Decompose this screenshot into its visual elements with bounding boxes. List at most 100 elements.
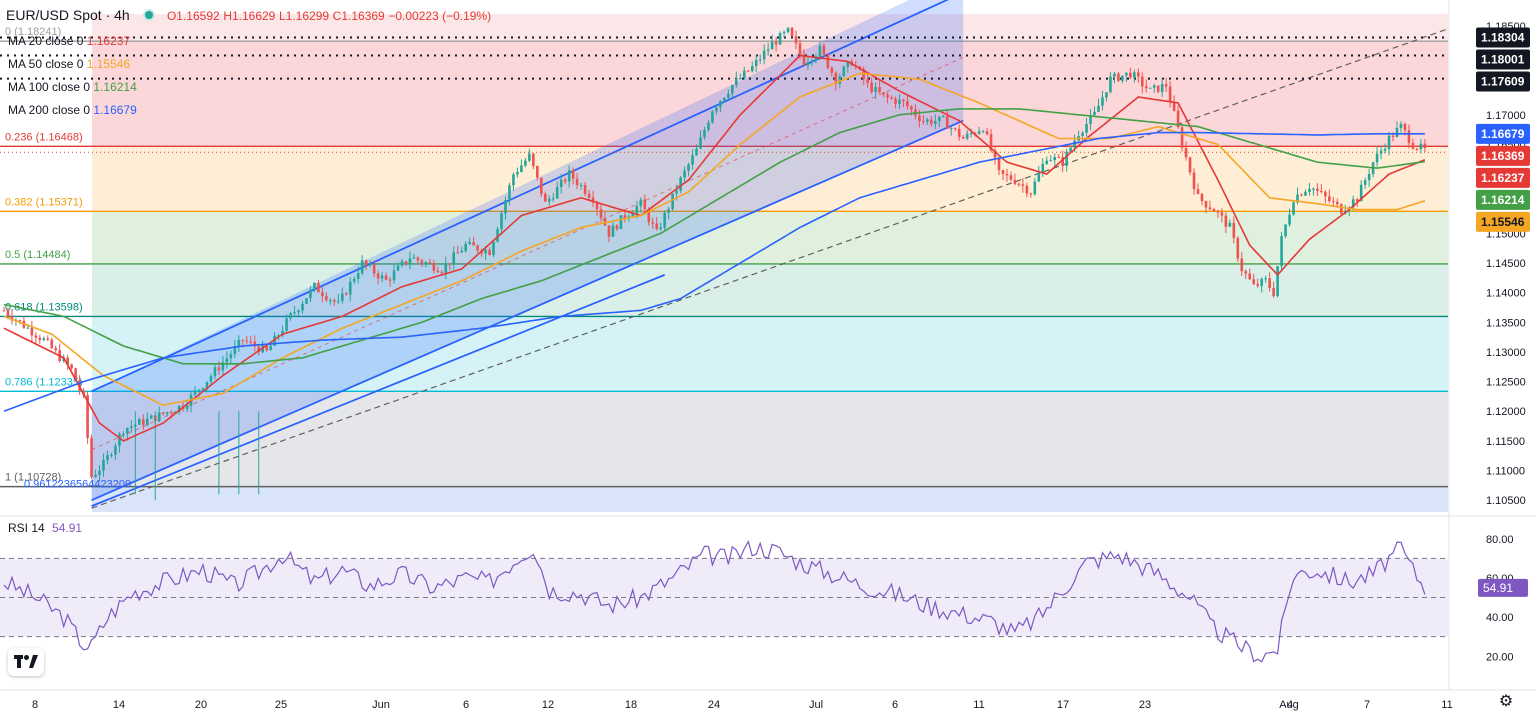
candle-body <box>18 320 22 322</box>
candle-body <box>440 272 444 274</box>
candle-body <box>750 66 754 72</box>
candle-body <box>981 131 985 133</box>
candle-body <box>161 412 165 414</box>
candle-body <box>882 92 885 95</box>
candle-body <box>575 178 579 186</box>
legend-ma100[interactable]: MA 100 close 0 1.16214 <box>8 76 137 99</box>
rsi-line <box>3 540 1426 663</box>
candle-body <box>110 454 113 456</box>
candle-body <box>1137 72 1140 77</box>
ohlc-open: O1.16592 <box>166 9 220 23</box>
price-tag <box>1476 123 1530 144</box>
candle-body <box>961 136 965 139</box>
candle-body <box>934 121 937 124</box>
candle-body <box>715 107 718 112</box>
candle-body <box>551 198 555 200</box>
candle-body <box>512 174 515 186</box>
candle-body <box>205 381 209 389</box>
candle-body <box>918 115 921 121</box>
candle-body <box>1061 157 1064 166</box>
candle-body <box>603 218 607 226</box>
candle-body <box>1260 278 1263 286</box>
candle-body <box>607 225 611 237</box>
candle-body <box>313 282 316 290</box>
legend-ma200[interactable]: MA 200 close 0 1.16679 <box>8 99 137 122</box>
candle-body <box>754 59 758 67</box>
candle-body <box>1176 110 1180 128</box>
candle-body <box>149 415 153 419</box>
candle-body <box>770 41 774 50</box>
ohlc-change: −0.00223 (−0.19%) <box>388 9 492 23</box>
candle-body <box>217 367 221 371</box>
candle-body <box>245 340 249 342</box>
price-tag-text: 1.17609 <box>1481 74 1525 88</box>
candle-body <box>1212 209 1216 212</box>
candle-body <box>404 261 408 264</box>
candle-body <box>504 200 507 214</box>
candle-body <box>444 263 448 273</box>
price-tag <box>1476 167 1530 188</box>
tradingview-logo-icon[interactable] <box>8 648 44 676</box>
candle-body <box>460 250 463 253</box>
candle-body <box>1387 135 1391 150</box>
legend-ma50[interactable]: MA 50 close 0 1.15546 <box>8 53 137 76</box>
candle-body <box>1308 188 1311 192</box>
candle-body <box>540 177 543 194</box>
candle-body <box>372 264 376 274</box>
legend-label: MA 200 close 0 <box>8 103 91 117</box>
fib-band <box>92 41 1448 147</box>
candle-body <box>1244 271 1248 274</box>
candle-body <box>1288 214 1291 225</box>
candle-body <box>583 185 587 194</box>
candle-body <box>1296 194 1299 203</box>
symbol-title[interactable]: EUR/USD Spot · 4h <box>6 7 130 23</box>
candle-body <box>790 27 794 37</box>
candle-body <box>317 282 320 293</box>
candle-body <box>106 455 109 461</box>
fib-band <box>92 146 1448 212</box>
price-tag <box>1476 211 1530 232</box>
candle-body <box>209 376 213 382</box>
candle-body <box>74 368 77 381</box>
ohlc-close: C1.16369 <box>332 9 385 23</box>
candle-body <box>476 245 479 251</box>
candle-body <box>1276 266 1279 297</box>
gear-icon[interactable]: ⚙ <box>1498 693 1514 710</box>
candle-body <box>1129 72 1132 78</box>
x-tick-label: 6 <box>463 699 469 711</box>
y-tick-label: 1.10500 <box>1486 495 1526 507</box>
candle-body <box>70 364 73 369</box>
candle-body <box>1252 279 1256 285</box>
candle-body <box>1407 130 1411 144</box>
candle-body <box>1320 191 1323 193</box>
candle-body <box>1069 147 1072 152</box>
candle-body <box>1049 160 1053 162</box>
candle-body <box>432 262 436 271</box>
candle-body <box>165 412 169 414</box>
candle-body <box>524 160 527 166</box>
rsi-legend[interactable]: RSI 14 54.91 <box>8 521 82 535</box>
rsi-y-tick-label: 20.00 <box>1486 651 1514 663</box>
candle-body <box>1236 237 1240 259</box>
price-tag <box>1476 27 1530 48</box>
candle-body <box>1379 150 1383 154</box>
candle-body <box>1041 163 1045 173</box>
ma100-line <box>3 108 1426 365</box>
candle-body <box>197 389 201 391</box>
x-tick-label: 18 <box>625 699 637 711</box>
legend-value: 1.16679 <box>93 103 137 117</box>
candle-body <box>1113 73 1116 77</box>
candle-body <box>66 357 69 365</box>
candle-body <box>691 155 694 165</box>
candle-body <box>1280 236 1283 267</box>
candle-body <box>1204 201 1208 208</box>
candle-body <box>142 419 145 425</box>
ma200-line <box>3 131 1425 412</box>
legend-ma20[interactable]: MA 20 close 0 1.16237 <box>8 30 137 53</box>
candle-body <box>464 243 467 251</box>
candle-body <box>384 275 388 280</box>
candle-body <box>1065 151 1068 166</box>
candle-body <box>945 116 949 129</box>
